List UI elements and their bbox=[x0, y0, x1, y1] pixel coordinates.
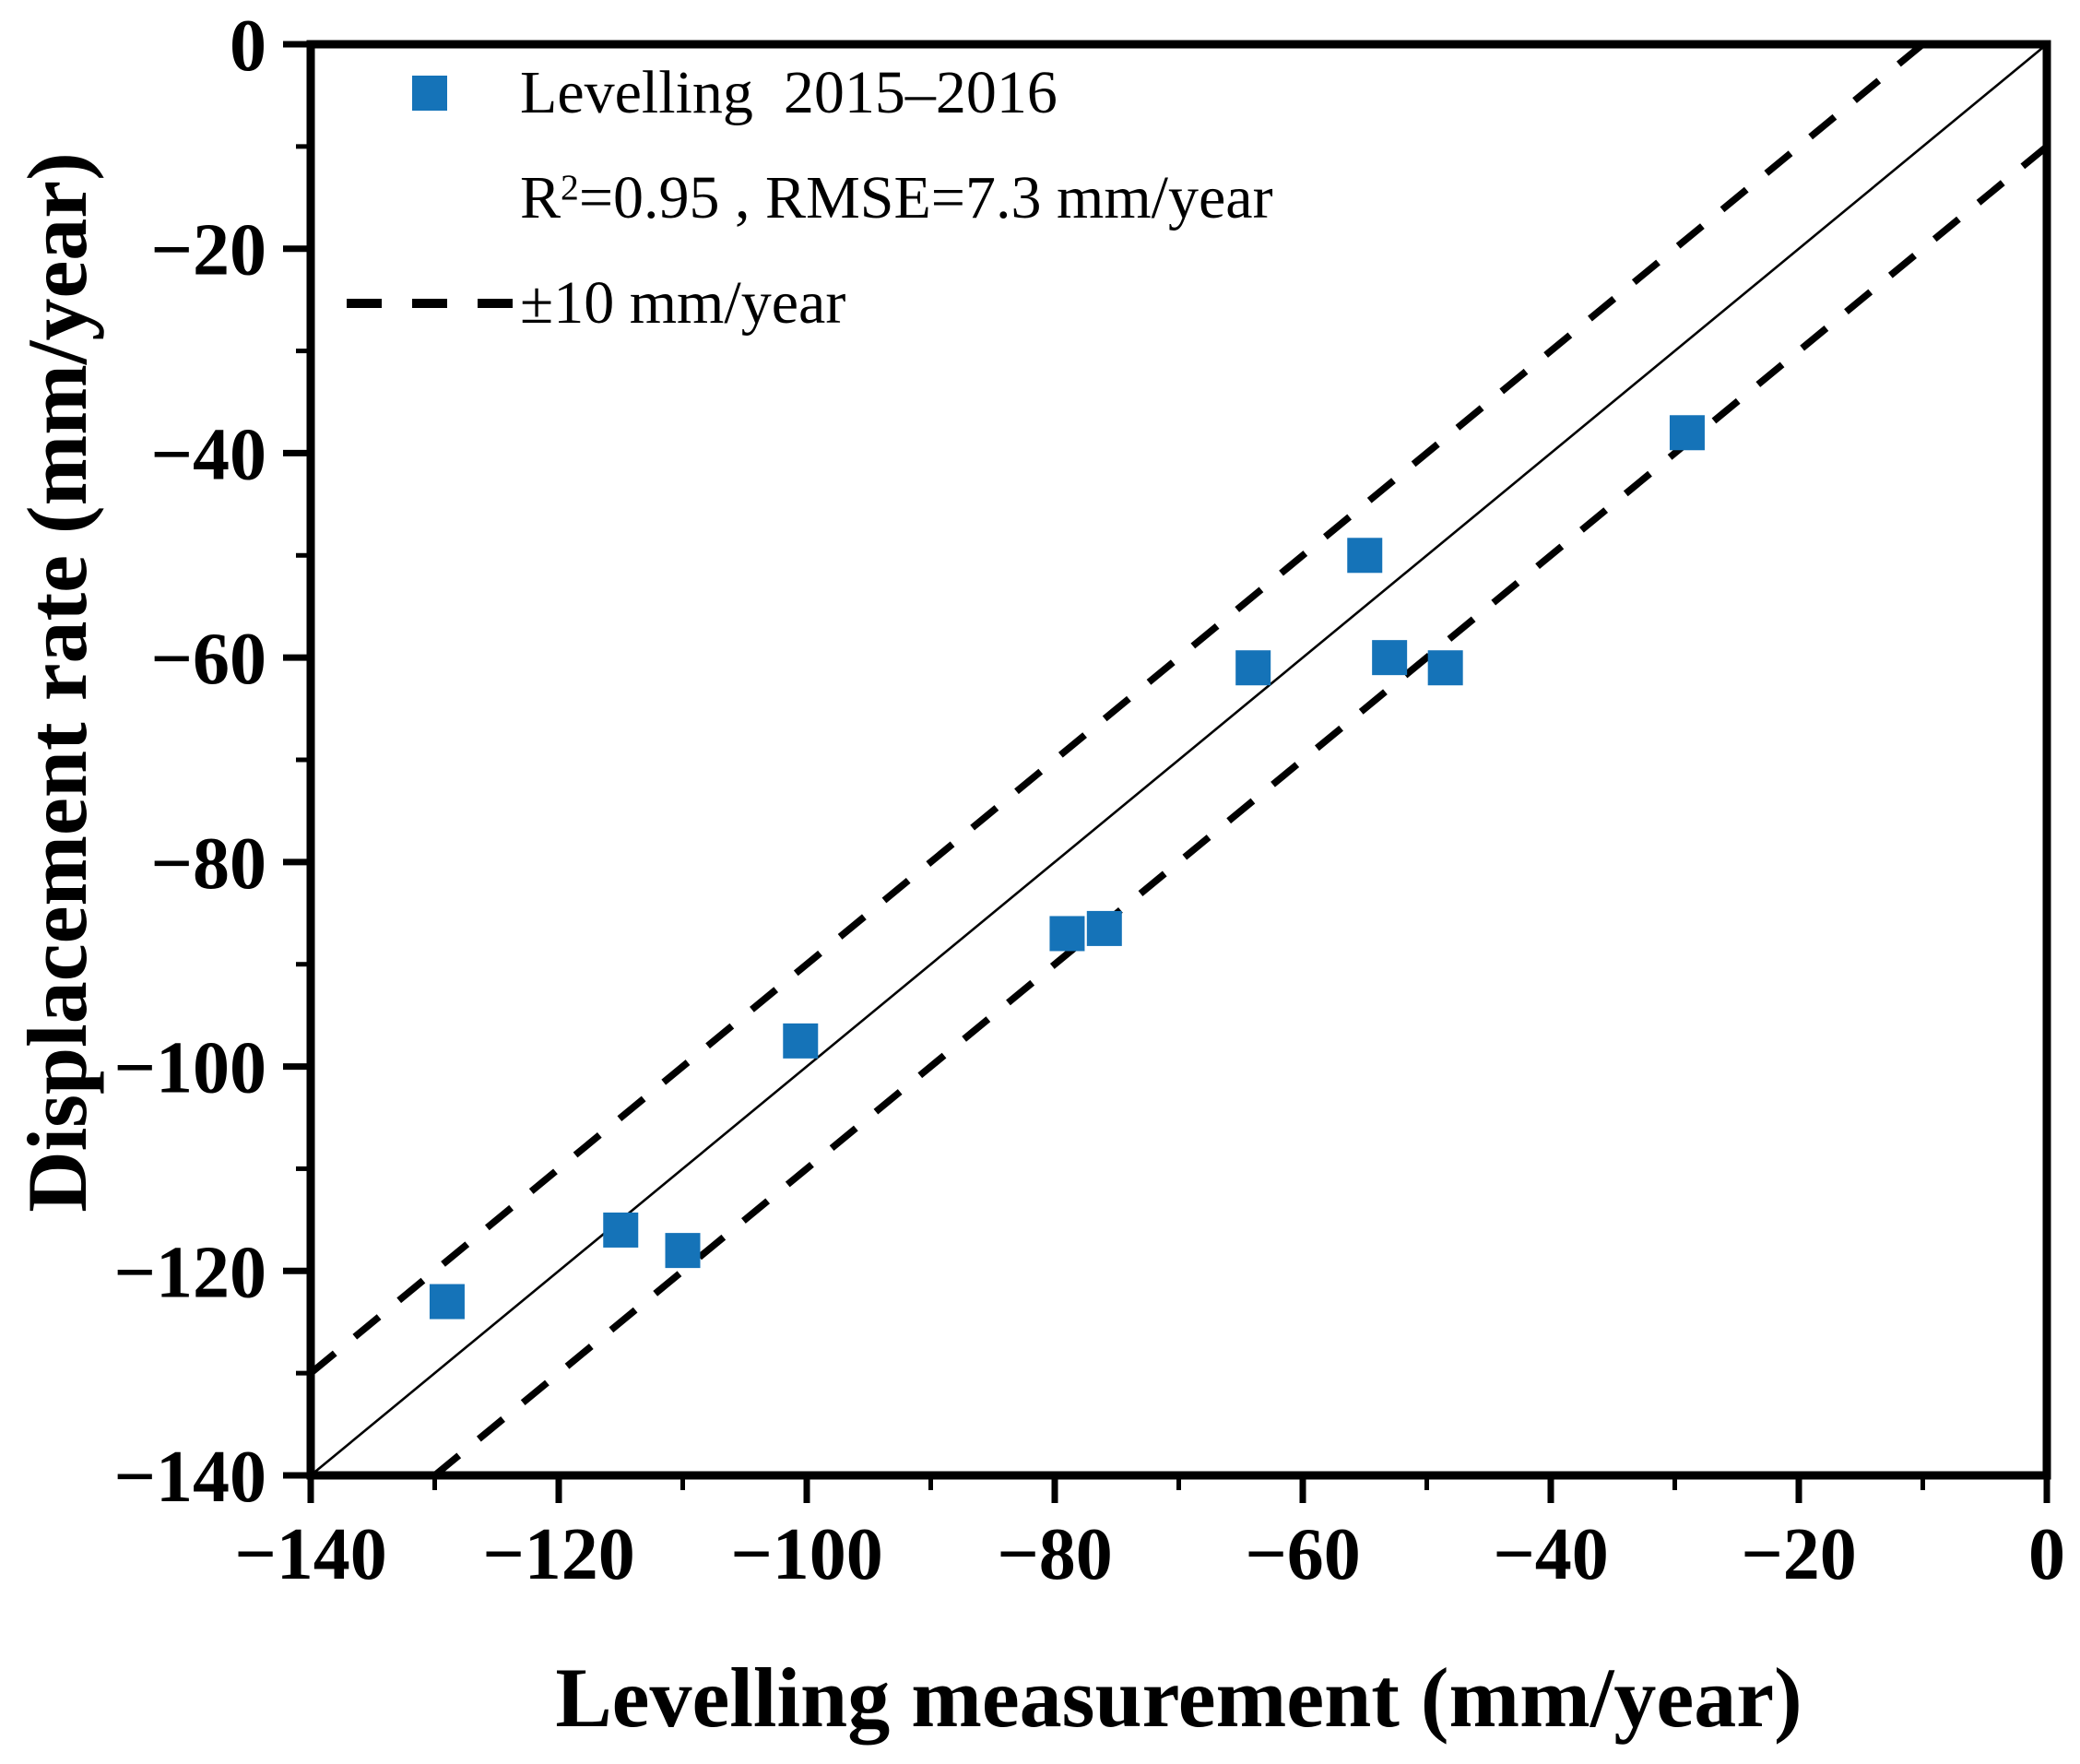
x-tick-label: −40 bbox=[1493, 1514, 1609, 1595]
x-tick-label: −140 bbox=[234, 1514, 387, 1595]
data-point bbox=[1347, 538, 1383, 574]
y-tick-label: 0 bbox=[230, 6, 266, 87]
legend: Levelling 2015–2016 R2=0.95 , RMSE=7.3 m… bbox=[339, 41, 1273, 356]
legend-item-levelling: Levelling 2015–2016 bbox=[339, 41, 1273, 146]
legend-series-label: Levelling 2015–2016 bbox=[520, 59, 1058, 126]
x-tick-label: −20 bbox=[1741, 1514, 1857, 1595]
reference-line-minus-10 bbox=[432, 143, 2050, 1478]
y-tick-label: −80 bbox=[150, 823, 266, 905]
x-tick-label: −60 bbox=[1245, 1514, 1361, 1595]
data-point bbox=[783, 1023, 819, 1059]
x-tick-label: 0 bbox=[2028, 1514, 2065, 1595]
data-point bbox=[1427, 650, 1463, 686]
data-point bbox=[1372, 640, 1408, 676]
x-tick-label: −100 bbox=[730, 1514, 883, 1595]
data-point bbox=[1049, 916, 1085, 952]
x-axis-title: Levelling measurement (mm/year) bbox=[555, 1651, 1802, 1745]
band-label: ±10 mm/year bbox=[520, 269, 846, 337]
legend-item-band: ±10 mm/year bbox=[339, 251, 1273, 356]
r2-superscript: 2 bbox=[561, 167, 579, 208]
data-point bbox=[665, 1233, 701, 1269]
data-point bbox=[1669, 415, 1705, 451]
legend-dash-cell bbox=[339, 298, 520, 309]
x-tick-label: −80 bbox=[997, 1514, 1113, 1595]
y-tick-label: −140 bbox=[113, 1437, 266, 1518]
data-point bbox=[429, 1284, 465, 1320]
stats-text: R2=0.95 , RMSE=7.3 mm/year bbox=[520, 168, 1273, 229]
data-point bbox=[603, 1212, 639, 1248]
y-tick-label: −20 bbox=[150, 210, 266, 291]
reference-line-plus-10 bbox=[308, 41, 1925, 1377]
r2-prefix: R bbox=[520, 164, 561, 231]
legend-item-stats: R2=0.95 , RMSE=7.3 mm/year bbox=[339, 146, 1273, 251]
x-tick-label: −120 bbox=[482, 1514, 635, 1595]
y-tick-label: −120 bbox=[113, 1232, 266, 1313]
r2-rmse-text: =0.95 , RMSE=7.3 mm/year bbox=[578, 164, 1273, 231]
legend-square-marker-icon bbox=[412, 76, 447, 111]
data-point bbox=[1235, 650, 1271, 686]
y-tick-label: −100 bbox=[113, 1028, 266, 1109]
reference-line-identity bbox=[310, 42, 2048, 1477]
data-point bbox=[1086, 910, 1122, 946]
y-tick-label: −60 bbox=[150, 619, 266, 700]
dashed-line-icon bbox=[347, 299, 513, 308]
y-axis-title: Displacement rate (mm/year) bbox=[10, 152, 104, 1213]
y-tick-label: −40 bbox=[150, 414, 266, 495]
legend-marker-cell bbox=[339, 76, 520, 111]
